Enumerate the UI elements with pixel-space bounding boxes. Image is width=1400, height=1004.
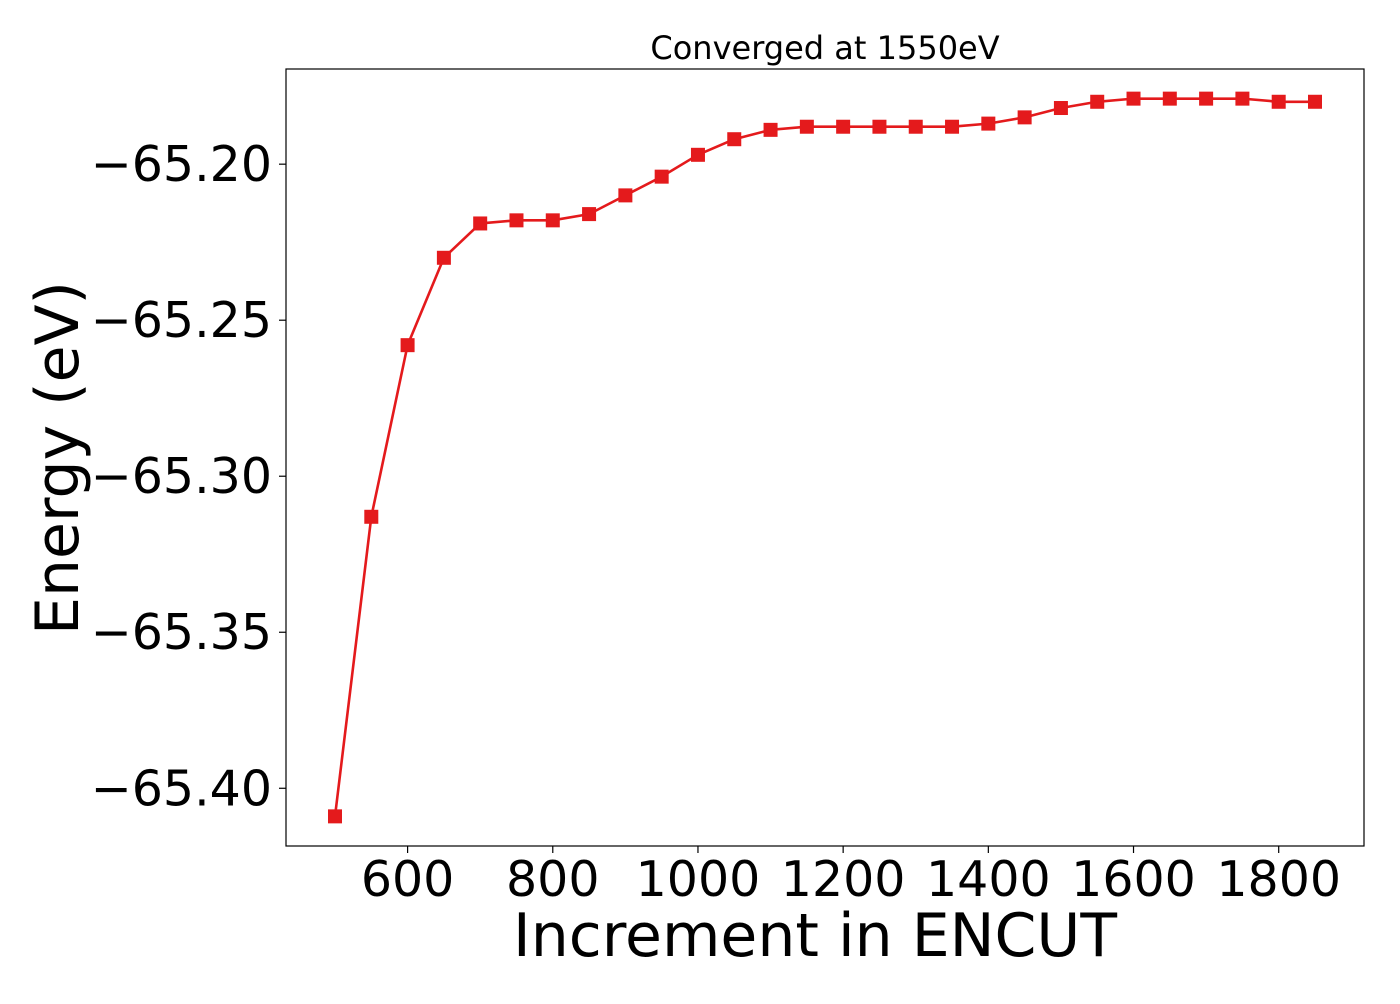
data-point-marker	[1090, 94, 1105, 109]
data-point-marker	[981, 116, 996, 131]
x-tick-label: 600	[361, 851, 455, 908]
data-point-marker	[1271, 94, 1286, 109]
data-point-marker	[690, 147, 705, 162]
series-line	[333, 97, 1317, 818]
x-tick-label: 1800	[1216, 851, 1341, 908]
y-tick-label: −65.25	[91, 292, 272, 349]
x-tick-label: 1600	[1071, 851, 1196, 908]
data-point-marker	[1235, 91, 1250, 106]
data-point-marker	[328, 809, 342, 824]
data-point-marker	[1017, 110, 1032, 125]
data-point-marker	[872, 119, 887, 134]
x-tick-label: 1200	[781, 851, 906, 908]
data-point-marker	[509, 213, 524, 228]
ticks-layer: 600 800 1000 1200 1400 1600 1800 −65.40 −65.35 −6…	[91, 136, 1341, 908]
data-point-marker	[582, 207, 597, 222]
data-point-marker	[727, 132, 742, 147]
x-axis-label: Increment in ENCUT	[513, 901, 1117, 971]
data-point-marker	[836, 119, 851, 134]
data-point-marker	[473, 216, 488, 231]
data-point-marker	[1199, 91, 1214, 106]
y-tick-label: −65.20	[91, 136, 272, 193]
data-point-marker	[654, 169, 669, 184]
plot-area-frame	[285, 68, 1365, 847]
y-axis-label-group: Energy (eV)	[23, 281, 93, 635]
y-tick-label: −65.35	[91, 604, 272, 661]
data-point-marker	[545, 213, 560, 228]
y-axis-label: Energy (eV)	[23, 281, 93, 635]
data-layer	[328, 91, 1322, 824]
x-tick-label: 800	[506, 851, 600, 908]
data-point-marker	[364, 509, 379, 524]
x-tick-label: 1400	[926, 851, 1051, 908]
data-point-marker	[618, 188, 633, 203]
data-point-marker	[1126, 91, 1141, 106]
data-point-marker	[1053, 101, 1068, 116]
data-point-marker	[436, 250, 451, 265]
data-point-marker	[945, 119, 960, 134]
chart-title: Converged at 1550eV	[650, 29, 999, 67]
data-point-marker	[763, 122, 778, 137]
y-tick-label: −65.40	[91, 760, 272, 817]
data-point-marker	[908, 119, 923, 134]
data-point-marker	[400, 338, 415, 353]
data-point-marker	[799, 119, 814, 134]
y-tick-label: −65.30	[91, 448, 272, 505]
data-point-marker	[1308, 94, 1322, 109]
x-tick-label: 1000	[636, 851, 761, 908]
data-point-marker	[1162, 91, 1177, 106]
